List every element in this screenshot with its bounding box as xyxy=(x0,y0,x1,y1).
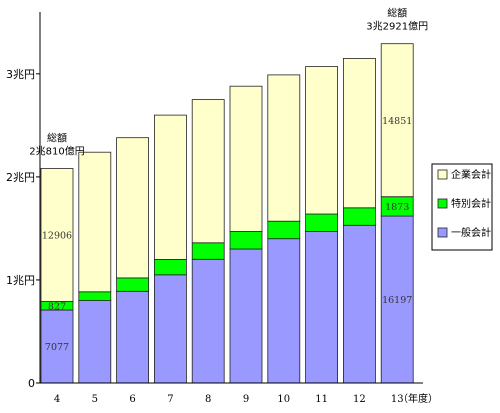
bar-enterprise-12 xyxy=(342,58,376,209)
x-tick-label-11: 11 xyxy=(315,394,328,405)
y-tick-label-0: 0 xyxy=(28,377,35,390)
bar-enterprise-11 xyxy=(305,66,339,215)
bar-special-8 xyxy=(191,242,225,260)
bars-group xyxy=(40,43,414,384)
bar-general-5 xyxy=(78,300,112,384)
bar-enterprise-9 xyxy=(229,85,263,232)
bar-special-6 xyxy=(116,277,149,292)
bar-general-9 xyxy=(229,248,263,384)
data-label-special-13: 1873 xyxy=(385,202,409,213)
x-tick-label-6: 6 xyxy=(129,394,135,405)
x-tick-label-9: 9 xyxy=(243,394,249,405)
bar-enterprise-10 xyxy=(267,74,301,222)
x-tick-label-5: 5 xyxy=(92,394,98,405)
bar-enterprise-6 xyxy=(116,137,149,279)
x-tick-label-4: 4 xyxy=(54,394,60,405)
data-label-general-4: 7077 xyxy=(45,342,69,353)
annotation-total-heading-13: 総額 xyxy=(387,7,407,20)
x-tick-label-13: 13 xyxy=(391,394,404,405)
legend-swatch-enterprise xyxy=(437,169,448,180)
x-tick-label-12: 12 xyxy=(353,394,366,405)
legend-swatch-general xyxy=(437,227,448,238)
bar-general-7 xyxy=(153,274,187,384)
annotation-total-value-4: 2兆810億円 xyxy=(29,145,84,158)
bar-special-7 xyxy=(153,258,187,276)
x-tick-label-7: 7 xyxy=(167,394,173,405)
y-tick-label-10000: 1兆円 xyxy=(6,274,35,287)
bar-special-5 xyxy=(78,291,112,301)
bar-special-10 xyxy=(267,220,301,240)
y-tick-label-30000: 3兆円 xyxy=(6,68,35,81)
data-label-special-4: 827 xyxy=(48,301,66,312)
legend-label-special: 特別会計 xyxy=(451,197,491,210)
bar-general-10 xyxy=(267,238,301,384)
bar-enterprise-4 xyxy=(40,168,74,302)
data-label-general-13: 16197 xyxy=(382,295,412,306)
bar-enterprise-13 xyxy=(380,43,414,198)
x-tick-label-10: 10 xyxy=(277,394,290,405)
legend-label-enterprise: 企業会計 xyxy=(451,168,491,181)
bar-special-9 xyxy=(229,231,263,250)
x-tick-label-8: 8 xyxy=(205,394,211,405)
bar-special-11 xyxy=(305,213,339,232)
bar-general-13 xyxy=(380,215,414,384)
bar-general-12 xyxy=(342,224,376,384)
y-axis-labels: 0 1兆円 2兆円 3兆円 xyxy=(6,68,40,390)
y-tick-label-20000: 2兆円 xyxy=(6,171,35,184)
x-axis-unit-label: （年度） xyxy=(398,392,438,405)
bar-special-12 xyxy=(342,207,376,226)
bar-enterprise-7 xyxy=(153,114,187,260)
data-label-enterprise-13: 14851 xyxy=(382,116,412,127)
x-axis-labels: 4 5 6 7 8 9 10 11 12 13 xyxy=(54,394,404,405)
bar-general-6 xyxy=(116,290,149,384)
bar-general-4 xyxy=(40,309,74,384)
annotation-total-heading-4: 総額 xyxy=(47,132,67,145)
bar-enterprise-5 xyxy=(78,151,112,293)
data-label-enterprise-4: 12906 xyxy=(42,231,72,242)
bar-general-8 xyxy=(191,258,225,384)
annotation-total-value-13: 3兆2921億円 xyxy=(366,20,428,33)
bar-general-11 xyxy=(305,231,339,384)
data-labels: 7077 827 12906 16197 1873 14851 xyxy=(42,116,412,353)
bar-enterprise-8 xyxy=(191,99,225,244)
legend-swatch-special xyxy=(437,198,448,209)
legend-label-general: 一般会計 xyxy=(451,226,491,239)
